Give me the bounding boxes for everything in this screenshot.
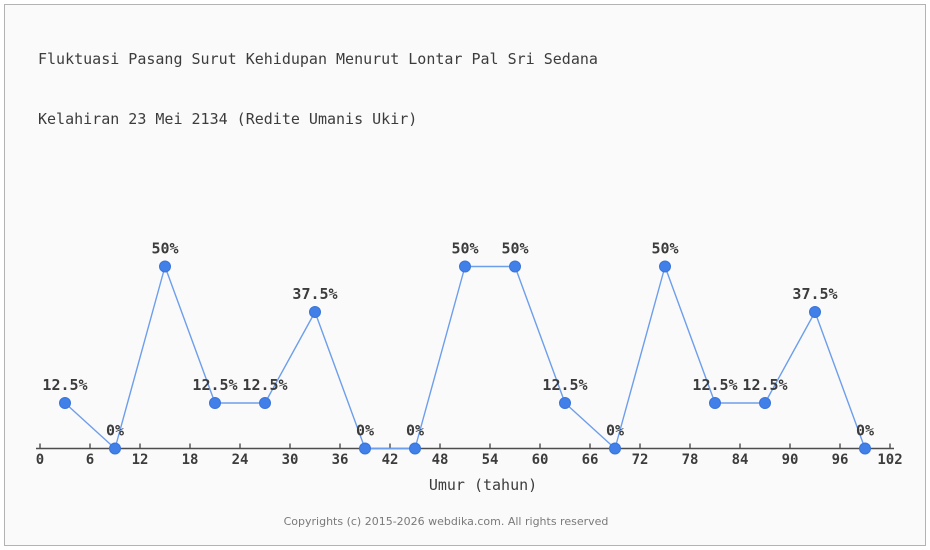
data-point	[759, 397, 771, 409]
chart-title-line2: Kelahiran 23 Mei 2134 (Redite Umanis Uki…	[38, 110, 418, 128]
data-point-label: 50%	[501, 240, 528, 258]
data-point	[559, 397, 571, 409]
data-point-label: 0%	[356, 422, 374, 440]
data-point-label: 12.5%	[742, 376, 787, 394]
x-tick-label: 0	[36, 452, 44, 468]
data-point-label: 12.5%	[192, 376, 237, 394]
x-tick-label: 78	[682, 452, 699, 468]
data-point-label: 12.5%	[42, 376, 87, 394]
data-point-label: 37.5%	[792, 285, 837, 303]
data-point	[359, 442, 371, 455]
copyright-footer: Copyrights (c) 2015-2026 webdika.com. Al…	[283, 515, 609, 528]
data-point	[259, 397, 271, 409]
data-point	[609, 442, 621, 455]
data-point	[709, 397, 721, 409]
x-tick-label: 36	[332, 452, 349, 468]
data-point	[309, 306, 321, 318]
data-point	[509, 260, 521, 273]
chart-title: Fluktuasi Pasang Surut Kehidupan Menurut…	[38, 9, 598, 149]
x-tick-label: 90	[782, 452, 799, 468]
data-point-label: 50%	[151, 240, 178, 258]
data-point-label: 12.5%	[692, 376, 737, 394]
data-point-label: 37.5%	[292, 285, 337, 303]
x-tick-label: 84	[732, 452, 749, 468]
chart-title-line1: Fluktuasi Pasang Surut Kehidupan Menurut…	[38, 50, 598, 68]
data-point	[459, 260, 471, 273]
series-line	[64, 265, 866, 450]
data-point-label: 50%	[451, 240, 478, 258]
data-point	[859, 442, 871, 455]
x-tick-label: 102	[877, 452, 902, 468]
data-point	[109, 442, 121, 455]
x-tick-label: 72	[632, 452, 649, 468]
x-tick-label: 6	[86, 452, 94, 468]
data-point	[159, 260, 171, 273]
x-tick-label: 48	[432, 452, 449, 468]
data-point-label: 50%	[651, 240, 678, 258]
data-point-label: 12.5%	[542, 376, 587, 394]
x-tick-label: 24	[232, 452, 249, 468]
data-point	[59, 397, 71, 409]
data-point	[809, 306, 821, 318]
data-point-label: 0%	[406, 422, 424, 440]
data-point-label: 0%	[606, 422, 624, 440]
data-point	[409, 442, 421, 455]
x-tick-label: 66	[582, 452, 599, 468]
x-axis-label: Umur (tahun)	[428, 476, 538, 494]
data-point-label: 0%	[106, 422, 124, 440]
chart-panel	[4, 4, 926, 546]
data-point-label: 0%	[856, 422, 874, 440]
x-tick-label: 42	[382, 452, 399, 468]
x-tick-label: 30	[282, 452, 299, 468]
data-point	[659, 260, 671, 273]
x-tick-label: 12	[132, 452, 149, 468]
data-point	[209, 397, 221, 409]
x-tick-label: 60	[532, 452, 549, 468]
data-point-label: 12.5%	[242, 376, 287, 394]
x-tick-label: 96	[832, 452, 849, 468]
x-tick-label: 18	[182, 452, 199, 468]
x-tick-label: 54	[482, 452, 499, 468]
